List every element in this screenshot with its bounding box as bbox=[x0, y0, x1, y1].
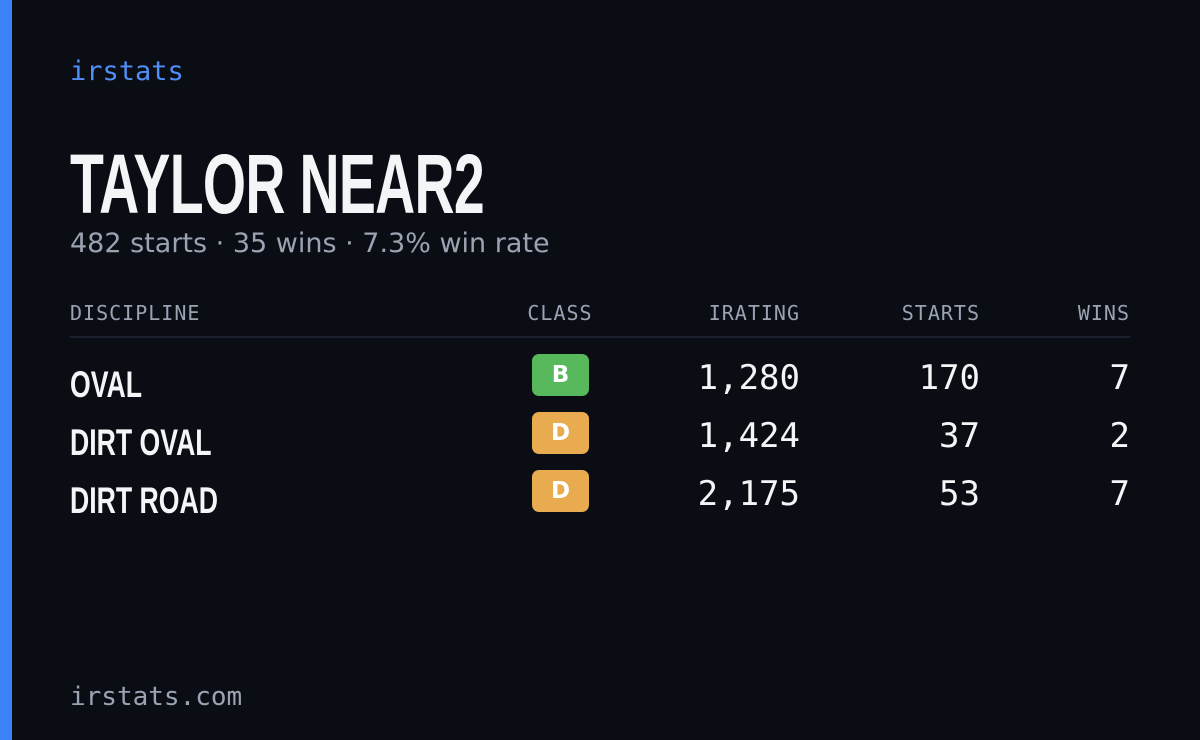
stat-value: 7 bbox=[1109, 474, 1130, 514]
stat-value: 7 bbox=[1109, 358, 1130, 398]
stat-value: 2 bbox=[1109, 416, 1130, 456]
discipline: OVAL bbox=[70, 364, 143, 405]
stat-value: 53 bbox=[939, 474, 980, 514]
brand: irstats bbox=[70, 56, 184, 87]
column-header: DISCIPLINE bbox=[70, 301, 201, 325]
header-rule bbox=[70, 336, 1130, 338]
discipline: DIRT OVAL bbox=[70, 422, 212, 463]
class-badge: B bbox=[532, 354, 589, 396]
column-header: IRATING bbox=[708, 301, 800, 325]
stat-value: 1,280 bbox=[697, 358, 800, 398]
stat-value: 37 bbox=[939, 416, 980, 456]
driver-summary: 482 starts · 35 wins · 7.3% win rate bbox=[70, 228, 550, 259]
driver-name: TAYLOR NEAR2 bbox=[70, 137, 485, 231]
stat-value: 2,175 bbox=[697, 474, 800, 514]
column-header: WINS bbox=[1077, 301, 1130, 325]
class-badge: D bbox=[532, 412, 589, 454]
discipline: DIRT ROAD bbox=[70, 480, 218, 521]
column-header: CLASS bbox=[527, 301, 593, 325]
stat-value: 170 bbox=[918, 358, 980, 398]
footer: irstats.com bbox=[70, 682, 243, 712]
accent-bar bbox=[0, 0, 12, 740]
class-badge: D bbox=[532, 470, 589, 512]
column-header: STARTS bbox=[901, 301, 980, 325]
stat-value: 1,424 bbox=[697, 416, 800, 456]
